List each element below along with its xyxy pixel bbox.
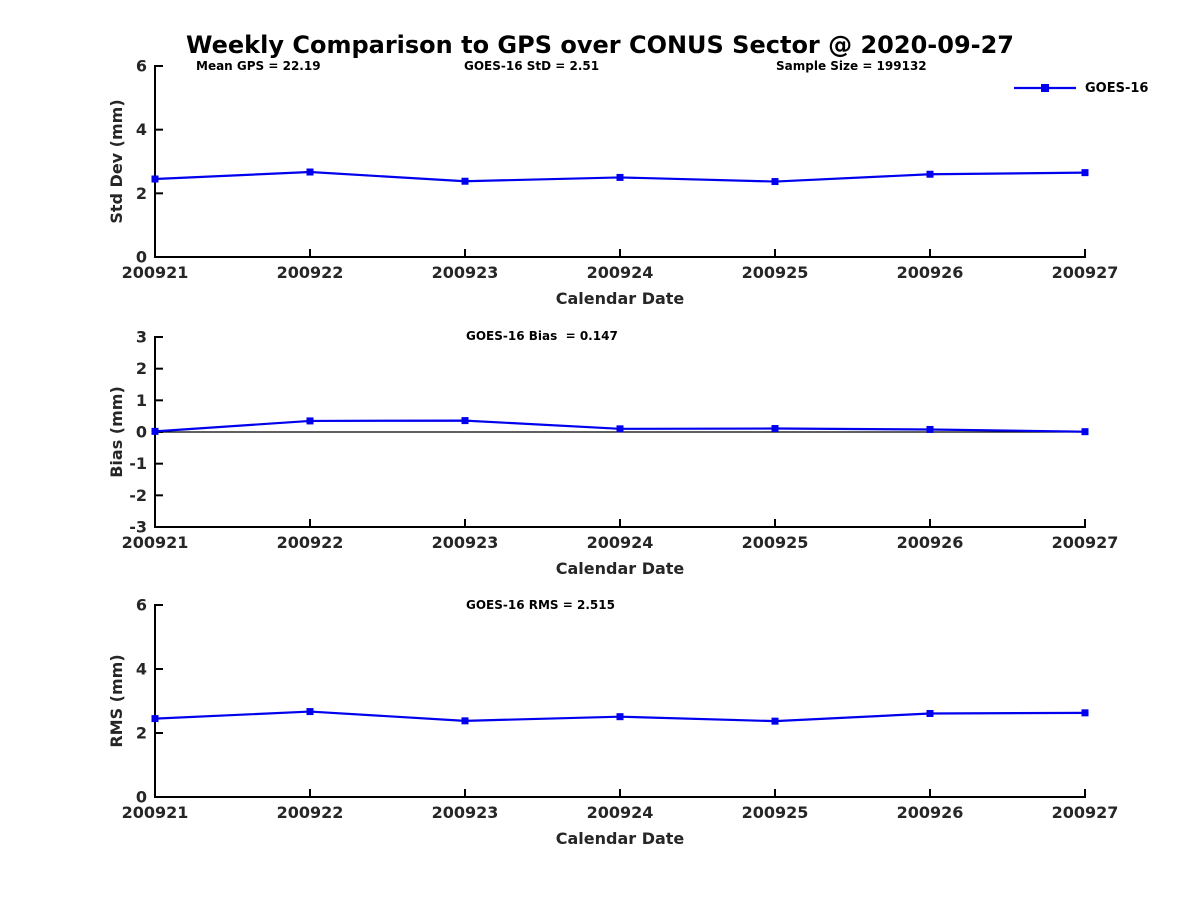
data-point-marker [926,170,934,178]
y-axis-tick-label: 6 [136,57,147,76]
annotation-rms: GOES-16 RMS = 2.515 [466,598,615,612]
y-axis-label: RMS (mm) [107,654,126,747]
x-axis-tick-label: 200923 [432,533,499,552]
y-axis-tick-label: 0 [136,248,147,267]
x-axis-tick-label: 200922 [277,533,344,552]
x-axis-tick-label: 200924 [587,263,654,282]
x-axis-tick-label: 200925 [742,263,809,282]
annotation-bias: GOES-16 Bias = 0.147 [466,329,618,343]
x-axis-label: Calendar Date [556,829,685,848]
y-axis-tick-label: 1 [136,391,147,410]
axis-line [154,65,1086,258]
x-axis-tick-label: 200926 [897,263,964,282]
y-axis-tick-label: 6 [136,596,147,615]
x-axis-tick-label: 200923 [432,263,499,282]
data-point-marker [151,715,159,723]
legend-line-marker-icon [1014,84,1076,92]
y-axis-tick-label: 3 [136,328,147,347]
data-point-marker [461,177,469,185]
y-axis-tick-label: 4 [136,120,147,139]
data-point-marker [771,717,779,725]
y-axis-tick-label: 0 [136,788,147,807]
data-point-marker [926,425,934,433]
x-axis-label: Calendar Date [556,289,685,308]
annotation-sample-size: Sample Size = 199132 [776,59,927,73]
data-point-marker [306,417,314,425]
x-axis-tick-label: 200922 [277,263,344,282]
data-point-marker [461,417,469,425]
subplot-std-dev-mm: 0 2 4 6 200921 200922 200923 200924 200925 200926… [107,57,1118,309]
annotation-std: GOES-16 StD = 2.51 [464,59,600,73]
x-axis-label: Calendar Date [556,559,685,578]
y-axis-tick-label: 2 [136,184,147,203]
y-axis-tick-label: 2 [136,359,147,378]
y-axis-tick-label: 0 [136,423,147,442]
x-axis-tick-label: 200925 [742,533,809,552]
data-point-marker [306,708,314,716]
y-axis-tick-label: 2 [136,724,147,743]
y-axis-tick-label: 4 [136,660,147,679]
data-point-marker [151,175,159,183]
y-axis-label: Bias (mm) [107,386,126,478]
data-point-marker [1081,428,1089,436]
data-point-marker [771,178,779,186]
x-axis-tick-label: 200925 [742,803,809,822]
data-point-marker [1081,709,1089,717]
x-axis-tick-label: 200927 [1052,803,1119,822]
legend-label: GOES-16 [1085,80,1149,96]
x-axis-tick-label: 200924 [587,803,654,822]
data-point-marker [1081,169,1089,177]
x-axis-tick-label: 200927 [1052,533,1119,552]
x-axis-tick-label: 200924 [587,533,654,552]
subplot-rms-mm: 0 2 4 6 200921 200922 200923 200924 200925 200926… [107,596,1118,849]
data-point-marker [771,425,779,433]
data-point-marker [306,168,314,176]
data-point-marker [926,709,934,717]
data-point-marker [461,717,469,725]
x-axis-tick-label: 200921 [122,263,189,282]
legend: GOES-16 [1013,80,1148,96]
x-axis-tick-label: 200922 [277,803,344,822]
x-axis-tick-label: 200927 [1052,263,1119,282]
subplot-bias-mm: -3 -2 -1 0 1 2 3 200921 200922 200923 200924 200925… [107,328,1118,579]
x-axis-tick-label: 200923 [432,803,499,822]
data-point-marker [616,425,624,433]
data-point-marker [616,173,624,181]
y-axis-tick-label: -2 [129,486,147,505]
data-point-marker [151,427,159,435]
data-point-marker [616,713,624,721]
y-axis-tick-label: -3 [129,518,147,537]
y-axis-label: Std Dev (mm) [107,99,126,223]
x-axis-tick-label: 200926 [897,533,964,552]
x-axis-tick-label: 200926 [897,803,964,822]
x-axis-tick-label: 200921 [122,803,189,822]
y-axis-tick-label: -1 [129,454,147,473]
annotation-mean-gps: Mean GPS = 22.19 [196,59,321,73]
figure-title: Weekly Comparison to GPS over CONUS Sect… [185,31,1014,59]
axis-line [154,604,1086,798]
x-axis-tick-label: 200921 [122,533,189,552]
